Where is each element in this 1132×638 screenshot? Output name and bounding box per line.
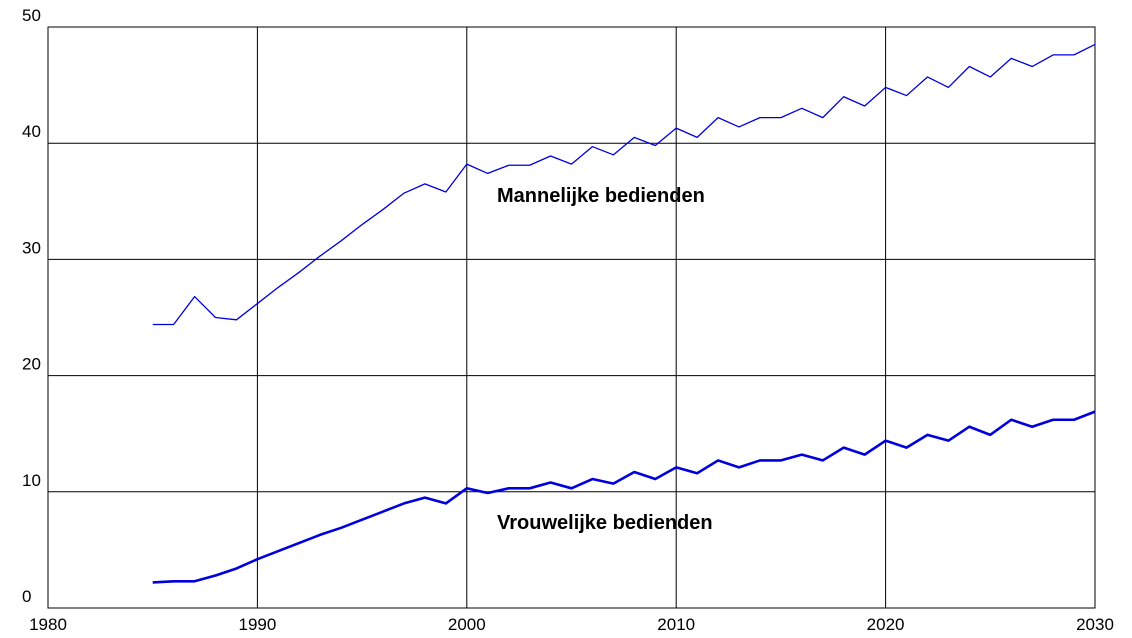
series-label: Mannelijke bedienden — [497, 185, 705, 207]
x-tick-label: 2010 — [657, 615, 695, 634]
y-tick-label: 0 — [22, 587, 31, 606]
series-line — [152, 43, 1096, 326]
y-tick-label: 50 — [22, 6, 41, 25]
series-label: Vrouwelijke bedienden — [497, 512, 713, 534]
y-tick-label: 40 — [22, 122, 41, 141]
y-tick-label: 20 — [22, 355, 41, 374]
x-tick-label: 2030 — [1076, 615, 1114, 634]
x-tick-label: 1980 — [29, 615, 67, 634]
y-tick-label: 10 — [22, 471, 41, 490]
x-tick-label: 2020 — [867, 615, 905, 634]
series-line — [152, 410, 1096, 584]
y-tick-label: 30 — [22, 238, 41, 257]
x-tick-label: 1990 — [238, 615, 276, 634]
x-tick-label: 2000 — [448, 615, 486, 634]
